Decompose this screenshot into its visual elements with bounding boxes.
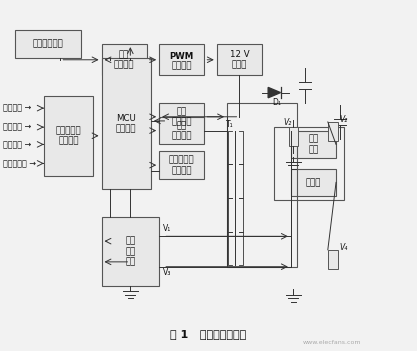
Bar [44,96,93,176]
Bar [101,44,147,75]
Bar [217,44,262,75]
Text: 充电电路: 充电电路 [171,61,192,71]
Text: 太阳能光伏板: 太阳能光伏板 [33,40,63,49]
Text: V₁: V₁ [163,224,171,233]
Text: 金卤灯: 金卤灯 [306,178,321,187]
Text: PWM: PWM [170,52,194,60]
Bar [159,103,204,131]
Polygon shape [268,87,281,98]
Bar [159,44,204,75]
Bar [101,217,159,286]
Text: V₂: V₂ [284,118,292,127]
Text: 充电电压 →: 充电电压 → [3,140,31,149]
Bar [15,31,81,58]
Text: 键盘和显示
人机接口: 键盘和显示 人机接口 [169,155,195,175]
Text: www.elecfans.com: www.elecfans.com [303,340,361,345]
Text: 电压
变换电路: 电压 变换电路 [171,107,192,126]
Text: 12 V
蓄电池: 12 V 蓄电池 [229,50,249,69]
Text: MCU
监控电路: MCU 监控电路 [116,114,136,133]
Text: V₃: V₃ [163,268,172,277]
Bar [328,122,338,141]
Text: 充伏
充电电路: 充伏 充电电路 [114,50,134,69]
Text: 蓄电池电压 →: 蓄电池电压 → [3,159,36,168]
Bar [227,103,297,267]
Text: T₁: T₁ [226,120,234,129]
Bar [274,127,344,200]
Text: V₄: V₄ [339,243,348,252]
Bar [328,250,338,269]
Text: 开关
控制电路: 开关 控制电路 [171,121,192,140]
Text: V₂: V₂ [339,115,348,124]
Bar [291,168,336,196]
Text: 放电电流 →: 放电电流 → [3,122,31,132]
Text: 充电电流 →: 充电电流 → [3,104,31,113]
Bar [289,127,298,146]
Bar [159,117,204,144]
Bar [159,151,204,179]
Bar [291,131,336,158]
Bar [101,58,151,189]
Text: D₁: D₁ [272,98,281,107]
Text: 点火
电路: 点火 电路 [308,135,319,154]
Text: 全桥
驱动
电路: 全桥 驱动 电路 [125,237,136,266]
Text: 信号检测和
转换电路: 信号检测和 转换电路 [56,126,81,145]
Text: 图 1   控制器结构框图: 图 1 控制器结构框图 [171,329,246,339]
